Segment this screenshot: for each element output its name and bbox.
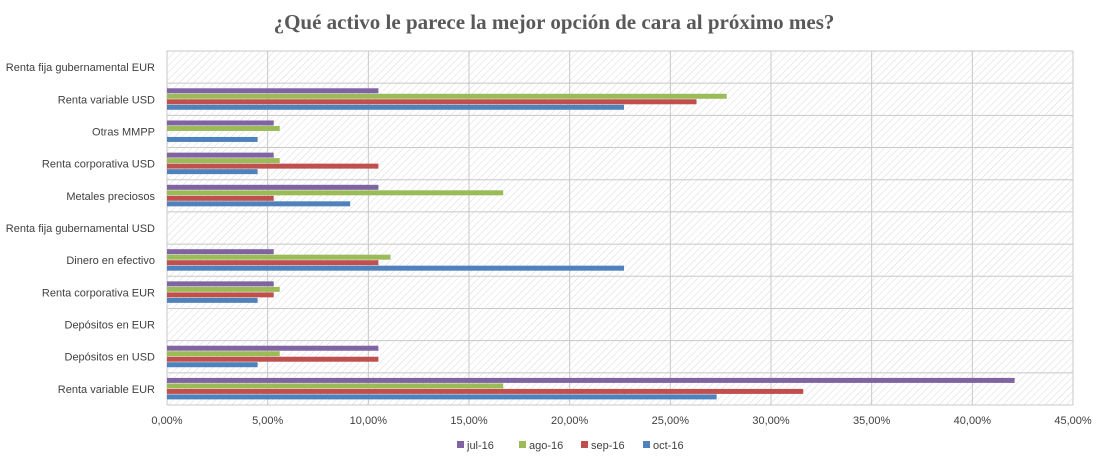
legend-label: oct-16	[653, 440, 684, 452]
bar-sep-16	[167, 195, 274, 201]
bar-jul-16	[167, 281, 274, 287]
bar-sep-16	[167, 292, 274, 298]
x-tick-label: 45,00%	[1054, 415, 1092, 427]
category-label: Otras MMPP	[92, 126, 155, 138]
bar-oct-16	[167, 265, 625, 271]
bar-ago-16	[167, 125, 280, 131]
bar-sep-16	[167, 260, 379, 266]
legend-label: sep-16	[591, 440, 625, 452]
x-tick-labels: 0,00% 5,00% 10,00% 15,00% 20,00% 25,00% 30,00%…	[151, 415, 1091, 427]
chart-title: ¿Qué activo le parece la mejor opción de…	[273, 10, 835, 34]
bar-oct-16	[167, 394, 717, 400]
category-label: Depósitos en EUR	[65, 320, 156, 332]
x-tick-label: 15,00%	[450, 415, 488, 427]
category-label: Renta corporativa EUR	[42, 287, 155, 299]
category-label: Renta fija gubernamental EUR	[6, 62, 155, 74]
category-label: Dinero en efectivo	[66, 255, 155, 267]
x-tick-label: 40,00%	[954, 415, 992, 427]
bar-jul-16	[167, 120, 274, 126]
category-label: Renta corporativa USD	[42, 159, 155, 171]
bar-oct-16	[167, 297, 258, 303]
category-label: Renta variable EUR	[58, 384, 155, 396]
category-label: Renta variable USD	[58, 94, 155, 106]
x-tick-label: 5,00%	[252, 415, 283, 427]
bar-oct-16	[167, 104, 625, 110]
x-tick-label: 10,00%	[350, 415, 388, 427]
bar-jul-16	[167, 152, 274, 158]
bar-ago-16	[167, 286, 280, 292]
x-tick-label: 20,00%	[551, 415, 589, 427]
legend-label: jul-16	[466, 440, 494, 452]
bar-oct-16	[167, 136, 258, 142]
category-label: Renta fija gubernamental USD	[6, 223, 155, 235]
x-tick-label: 25,00%	[652, 415, 690, 427]
bar-ago-16	[167, 158, 280, 164]
bar-sep-16	[167, 163, 379, 169]
legend-label: ago-16	[529, 440, 563, 452]
category-label: Metales preciosos	[66, 191, 155, 203]
bar-jul-16	[167, 345, 379, 351]
legend-swatch-ago-16	[519, 441, 526, 448]
bar-jul-16	[167, 377, 1015, 383]
gridlines	[166, 50, 1074, 406]
bar-jul-16	[167, 88, 379, 94]
bar-ago-16	[167, 93, 727, 99]
bar-sep-16	[167, 99, 697, 105]
bar-ago-16	[167, 383, 504, 389]
x-tick-label: 35,00%	[853, 415, 891, 427]
bar-ago-16	[167, 190, 504, 196]
x-tick-label: 30,00%	[752, 415, 790, 427]
bar-ago-16	[167, 254, 391, 260]
x-tick-label: 0,00%	[151, 415, 182, 427]
legend: jul-16 ago-16 sep-16 oct-16	[457, 440, 684, 452]
bar-oct-16	[167, 169, 258, 175]
bar-sep-16	[167, 388, 804, 394]
bars	[167, 88, 1015, 400]
bar-ago-16	[167, 351, 280, 357]
bar-jul-16	[167, 249, 274, 255]
legend-swatch-jul-16	[457, 441, 464, 448]
bar-oct-16	[167, 201, 351, 207]
bar-oct-16	[167, 362, 258, 368]
legend-swatch-sep-16	[581, 441, 588, 448]
bar-sep-16	[167, 356, 379, 362]
legend-swatch-oct-16	[643, 441, 650, 448]
category-labels: Renta fija gubernamental EUR Renta variab…	[6, 62, 156, 396]
bar-jul-16	[167, 184, 379, 190]
category-label: Depósitos en USD	[65, 352, 156, 364]
